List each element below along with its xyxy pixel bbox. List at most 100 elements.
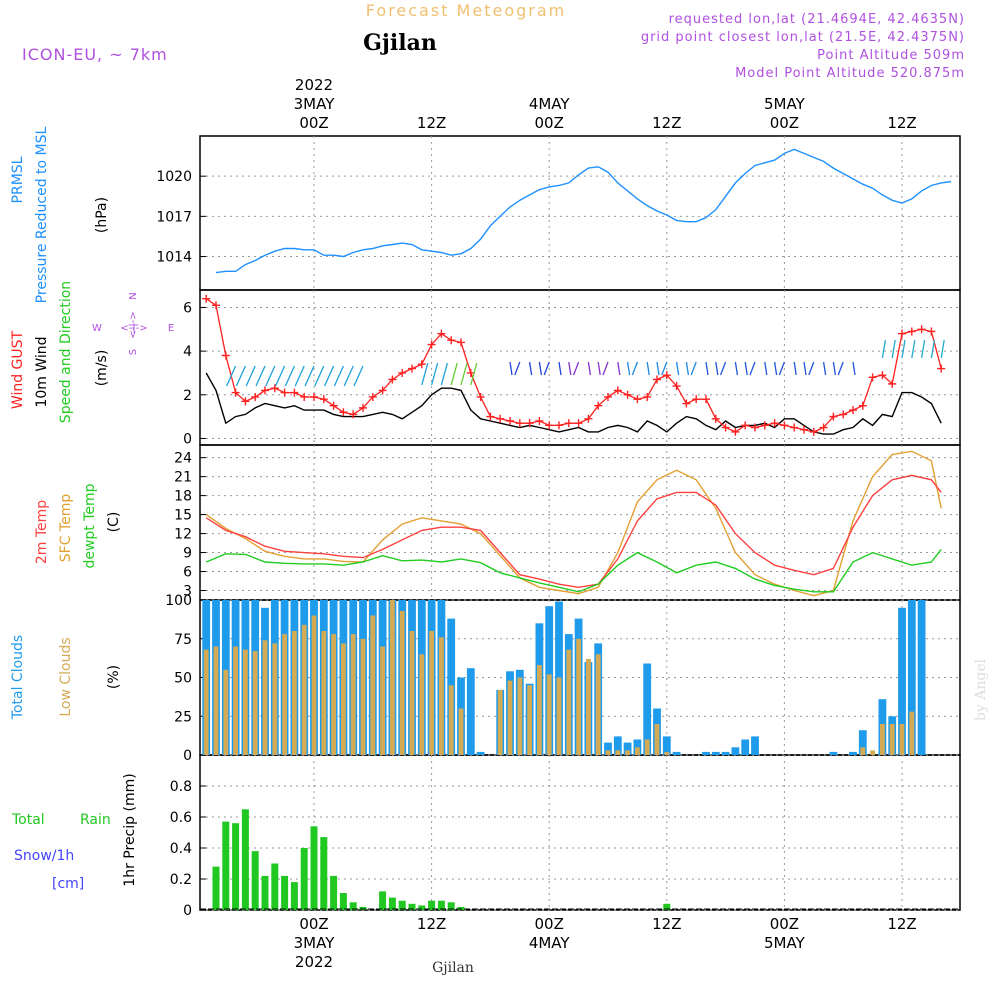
wind-direction-arrow [852,361,856,376]
rain-bar [388,897,396,910]
wind-direction-arrow [715,361,719,376]
gust-marker [300,392,309,401]
low-cloud-bar [350,634,356,755]
top-time-label: 2022 [295,76,333,94]
low-cloud-bar [262,640,268,755]
low-cloud-bar [233,646,238,755]
point-altitude: Point Altitude 509m [817,48,965,63]
gust-marker [731,427,740,436]
y-tick-labels: 1014101710200246369121518212402550751000… [156,169,192,919]
gust-marker [741,421,750,430]
precip-rain-label: Rain [80,812,111,828]
wind-direction-arrow [719,361,727,376]
rain-bar [339,893,347,910]
y-tick-label: 24 [174,451,192,467]
y-tick-label: 4 [183,344,192,360]
gust-marker [261,386,269,395]
wind-labels: Wind GUST 10m Wind Speed and Direction (… [10,281,174,423]
low-cloud-bar [644,739,650,755]
rain-bar [408,903,416,910]
wind-direction-arrow [764,361,768,376]
wind-direction-arrow [235,365,246,387]
wind-dir-label: Speed and Direction [58,281,74,423]
y-tick-label: 75 [174,632,192,648]
bottom-time-label: 00Z [535,915,564,933]
wind-direction-arrow [822,361,827,376]
y-tick-label: 1017 [156,209,192,225]
top-time-label: 00Z [299,114,328,132]
gust-marker [868,373,877,382]
wind-direction-arrow [930,339,936,359]
wind-direction-arrow [808,361,815,376]
top-time-label: 3MAY [294,95,336,113]
gust-marker [545,421,554,430]
y-tick-label: 18 [174,489,192,505]
wind-direction-arrow [690,361,697,376]
wind-direction-arrow [470,362,478,386]
gust-marker [378,386,387,395]
compass-w: W [92,323,102,334]
y-tick-label: 50 [174,671,192,687]
gust-marker [917,325,926,334]
low-cloud-bar [507,680,513,755]
wind-direction-arrow [778,361,786,376]
model-altitude: Model Point Altitude 520.875m [735,66,965,81]
low-cloud-bar [605,750,611,755]
wind-direction-arrow [803,361,807,376]
bottom-time-label: 12Z [887,915,916,933]
wind-unit: (m/s) [94,350,110,387]
gust-marker [780,421,789,430]
rain-bar [320,837,328,910]
wind-direction-arrow [514,361,521,376]
wind-gust-label: Wind GUST [10,330,26,409]
wind-direction-arrow [353,365,364,387]
top-time-label: 12Z [417,114,446,132]
bottom-time-label: 12Z [652,915,681,933]
low-cloud-bar [595,654,601,756]
wind-direction-arrow [646,361,650,376]
gust-marker [398,368,407,377]
compass-rose: N S W E <-|-> <-|-> [92,292,174,355]
gust-marker [633,395,642,404]
requested-point: requested lon,lat (21.4694E, 42.4635N) [669,12,965,27]
gust-marker [329,401,338,410]
wind-direction-arrow [294,365,305,387]
low-cloud-bar [292,631,297,755]
gust-marker [800,425,808,434]
rain-bar [290,882,298,910]
total-cloud-bar [721,751,730,755]
gust-marker [711,414,720,423]
cloud-labels: Total Clouds Low Clouds (%) [10,635,122,720]
low-cloud-bar [419,654,425,756]
gust-marker [476,392,485,401]
gust-marker [221,351,230,360]
bottom-time-label: 5MAY [764,934,806,952]
wind-direction-arrow [528,361,533,376]
gust-marker [447,336,456,345]
gust-marker [270,384,279,393]
gust-marker [702,395,710,404]
gust-marker [359,403,367,412]
bottom-time-label: 00Z [299,915,328,933]
top-time-label: 5MAY [764,95,806,113]
gust-marker [888,379,897,388]
gust-marker [770,419,779,428]
rain-bar [359,906,367,910]
gust-marker [212,301,220,310]
wind-10m-label: 10m Wind [34,336,50,407]
wind-direction-arrow [333,365,344,387]
low-cloud-bar [654,724,660,755]
precip-labels: Total Rain Snow/1h [cm] 1hr Precip (mm) [11,773,138,892]
y-tick-label: 100 [165,593,192,609]
pressure-label-a: PRMSL [10,156,26,203]
wind-direction-arrow [538,361,543,376]
low-cloud-bar [556,677,562,755]
wind-direction-arrow [587,361,592,376]
low-cloud-bar [252,651,258,755]
low-cloud-bar [439,637,444,755]
gust-marker [251,392,260,401]
precip-cm-label: [cm] [52,876,84,892]
wind-direction-arrow [245,365,256,387]
total-cloud-bar [907,600,916,755]
